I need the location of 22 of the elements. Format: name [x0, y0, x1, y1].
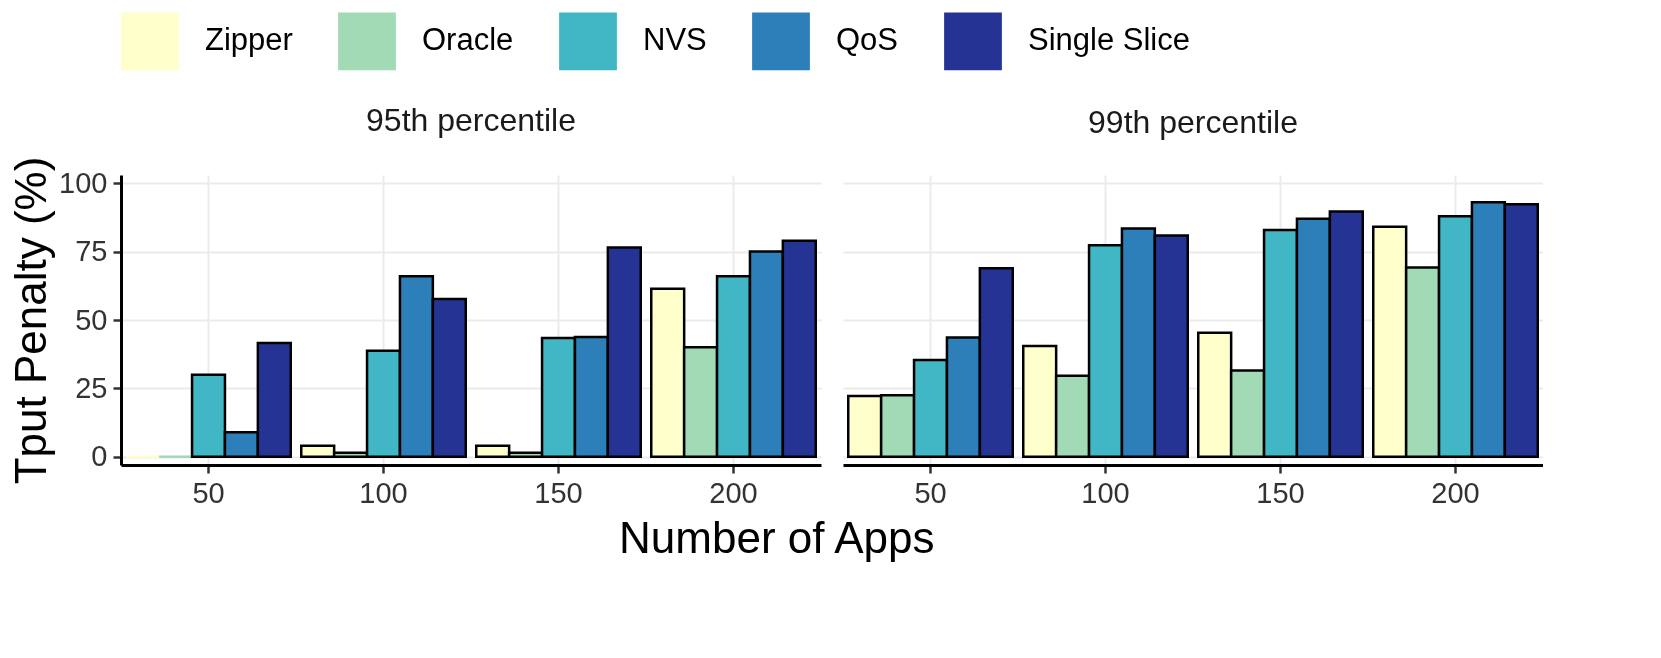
x-tick-label: 200	[709, 476, 758, 509]
y-tick-label: 50	[75, 303, 108, 336]
x-tick-label: 100	[1081, 476, 1130, 509]
legend-label: Oracle	[422, 22, 514, 58]
chart-title: 95th percentile	[366, 102, 576, 139]
x-tick-label: 50	[914, 476, 947, 509]
y-axis-title: Tput Penalty (%)	[6, 156, 56, 485]
x-tick-label: 150	[534, 476, 583, 509]
y-tick-label: 75	[75, 235, 108, 268]
x-tick-label: 50	[192, 476, 225, 509]
legend-label: QoS	[836, 22, 899, 58]
legend-label: Zipper	[205, 22, 293, 58]
legend-label: NVS	[643, 22, 707, 58]
y-tick-label: 25	[75, 371, 108, 404]
y-tick-label: 0	[91, 440, 108, 473]
y-tick-label: 100	[59, 166, 108, 199]
legend-label: Single Slice	[1028, 22, 1190, 58]
x-tick-label: 100	[359, 476, 408, 509]
x-tick-label: 150	[1256, 476, 1305, 509]
chart-title: 99th percentile	[1088, 104, 1298, 140]
x-tick-label: 200	[1431, 476, 1480, 509]
x-axis-title: Number of Apps	[619, 513, 935, 562]
